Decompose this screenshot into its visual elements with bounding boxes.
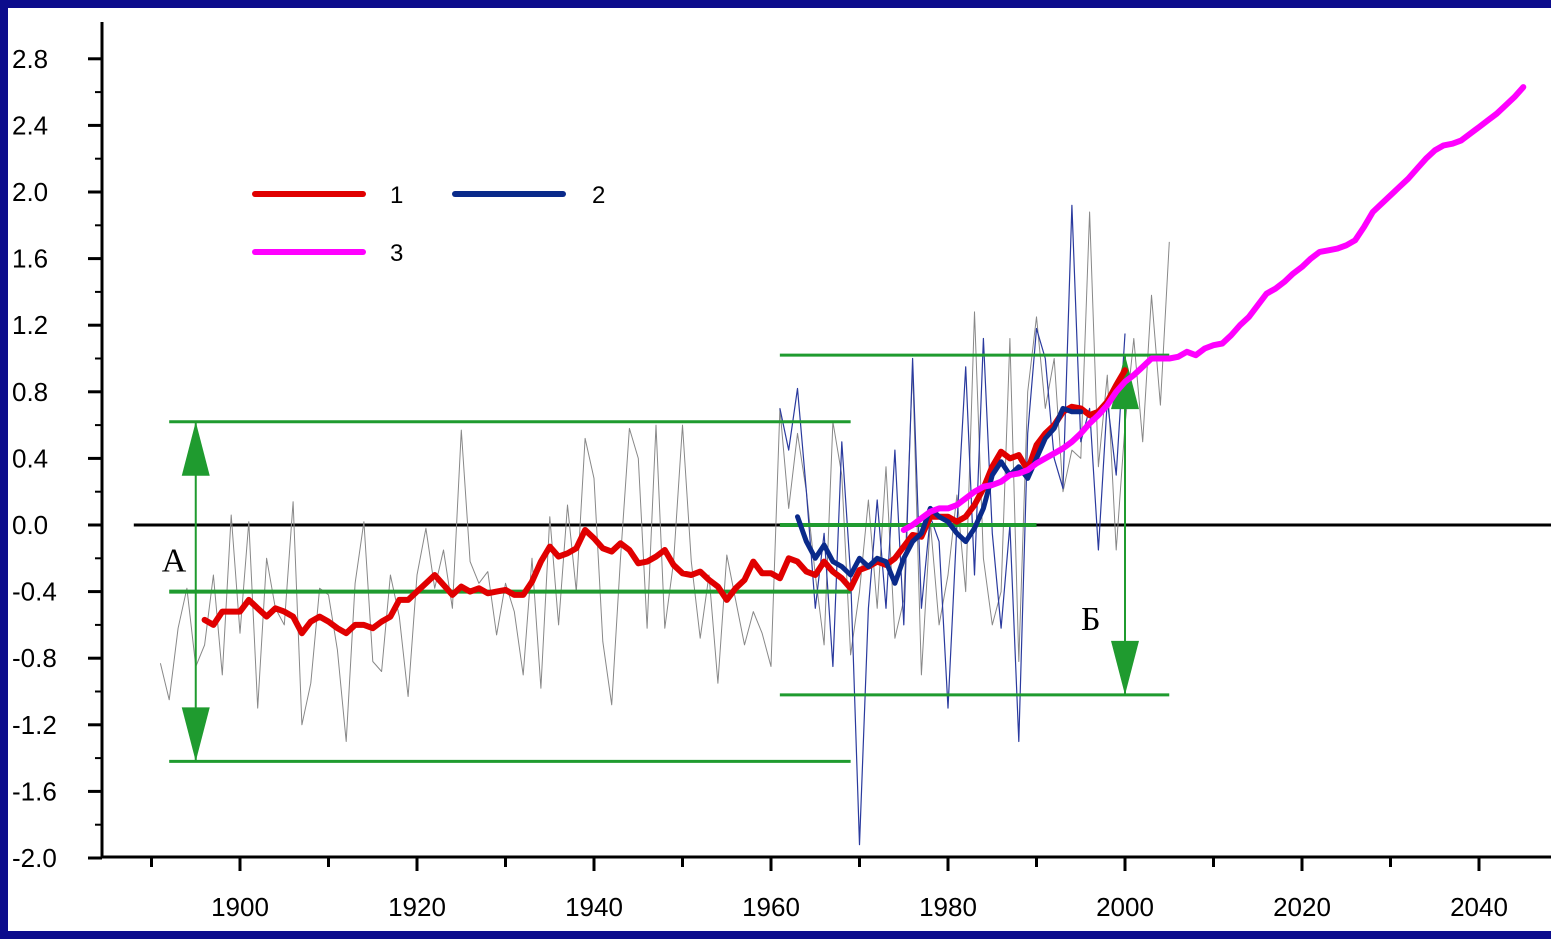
y-tick-label: 2.4 xyxy=(12,110,48,140)
x-tick-label: 2000 xyxy=(1096,892,1154,922)
y-tick-label: 2.0 xyxy=(12,177,48,207)
x-tick-label: 2020 xyxy=(1273,892,1331,922)
x-tick-label: 1960 xyxy=(742,892,800,922)
arrow-up-head xyxy=(181,421,210,476)
region-label-a: А xyxy=(162,543,187,580)
x-tick-label: 1920 xyxy=(388,892,446,922)
legend-label-1: 1 xyxy=(390,182,403,209)
series-3-line xyxy=(900,84,1527,533)
x-tick-label: 1980 xyxy=(919,892,977,922)
y-tick-label: 0.0 xyxy=(12,510,48,540)
y-tick-label: 0.4 xyxy=(12,443,48,473)
y-tick-label: 0.8 xyxy=(12,377,48,407)
y-tick-label: 1.2 xyxy=(12,310,48,340)
x-tick-label: 1900 xyxy=(211,892,269,922)
annual-blue-line xyxy=(779,204,1126,846)
legend-label-2: 2 xyxy=(592,182,605,209)
y-tick-label: -0.8 xyxy=(12,643,57,673)
arrow-down-head xyxy=(181,707,210,762)
region-label-b: Б xyxy=(1081,601,1101,638)
arrow-down-head xyxy=(1111,640,1139,695)
x-tick-label: 1940 xyxy=(565,892,623,922)
legend-label-3: 3 xyxy=(390,240,403,267)
y-tick-label: 2.8 xyxy=(12,44,48,74)
x-tick-label: 2040 xyxy=(1450,892,1508,922)
series-1-line xyxy=(201,367,1128,637)
y-tick-label: -0.4 xyxy=(12,577,57,607)
y-tick-label: 1.6 xyxy=(12,244,48,274)
y-tick-label: -1.6 xyxy=(12,776,57,806)
annual-gray-line xyxy=(159,211,1170,742)
y-tick-label: -2.0 xyxy=(12,843,57,873)
y-tick-label: -1.2 xyxy=(12,710,57,740)
